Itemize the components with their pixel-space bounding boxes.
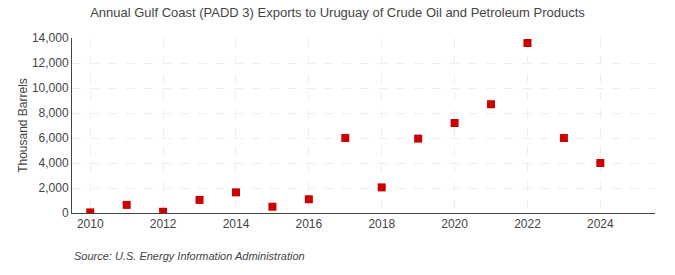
svg-text:Source: U.S. Energy Informatio: Source: U.S. Energy Information Administ… — [74, 250, 305, 262]
svg-text:2010: 2010 — [77, 217, 104, 231]
svg-text:12,000: 12,000 — [32, 56, 69, 70]
svg-text:Annual Gulf Coast (PADD 3) Exp: Annual Gulf Coast (PADD 3) Exports to Ur… — [90, 5, 585, 20]
svg-text:6,000: 6,000 — [39, 131, 69, 145]
svg-text:2012: 2012 — [150, 217, 177, 231]
svg-text:Thousand Barrels: Thousand Barrels — [16, 78, 30, 173]
svg-text:2,000: 2,000 — [39, 181, 69, 195]
svg-text:2020: 2020 — [441, 217, 468, 231]
svg-text:0: 0 — [62, 206, 69, 220]
svg-text:2022: 2022 — [514, 217, 541, 231]
svg-text:14,000: 14,000 — [32, 31, 69, 45]
svg-text:2016: 2016 — [295, 217, 322, 231]
svg-text:2024: 2024 — [587, 217, 614, 231]
svg-text:2018: 2018 — [368, 217, 395, 231]
svg-text:2014: 2014 — [223, 217, 250, 231]
svg-text:4,000: 4,000 — [39, 156, 69, 170]
svg-text:10,000: 10,000 — [32, 81, 69, 95]
svg-text:8,000: 8,000 — [39, 106, 69, 120]
